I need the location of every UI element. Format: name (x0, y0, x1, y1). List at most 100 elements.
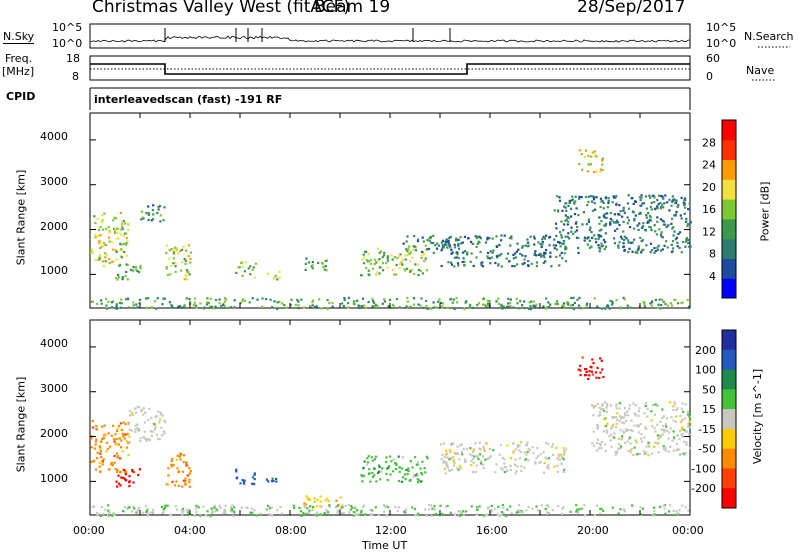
power-cell (218, 298, 221, 301)
velocity-cell (144, 411, 147, 414)
power-cell (587, 200, 590, 203)
power-cell (622, 220, 625, 223)
power-cell (611, 300, 614, 303)
velocity-cell (107, 509, 110, 512)
power-cell (540, 255, 543, 258)
power-cell (188, 298, 191, 301)
velocity-cell (110, 434, 113, 437)
velocity-cell (680, 428, 684, 431)
power-cell (561, 209, 564, 212)
velocity-cell (119, 422, 123, 425)
power-cell (598, 250, 601, 253)
velocity-cell (187, 508, 191, 511)
velocity-cell (361, 475, 364, 478)
velocity-cell (178, 455, 181, 458)
velocity-cell (126, 507, 129, 510)
velocity-cell (186, 509, 189, 512)
power-cell (656, 246, 659, 249)
power-cell (604, 196, 608, 199)
velocity-cell (127, 506, 130, 509)
velocity-cell (230, 508, 233, 511)
xtick-2: 08:00 (275, 524, 307, 537)
velocity-cell (141, 511, 144, 514)
velocity-cell (542, 451, 545, 454)
velocity-cell (516, 509, 519, 512)
power-cell (102, 265, 106, 268)
power-cell (660, 195, 663, 198)
velocity-cell (188, 478, 191, 481)
velocity-cell (340, 512, 343, 515)
velocity-cell (155, 433, 159, 436)
power-cell (661, 248, 664, 251)
power-cell (141, 216, 144, 219)
xtick-6: 00:00 (672, 524, 704, 537)
power-cell (165, 267, 168, 270)
velocity-cell (408, 479, 411, 482)
power-cell (620, 237, 624, 240)
velocity-cell (94, 468, 98, 471)
velocity-cell (165, 483, 168, 486)
power-cell (417, 303, 420, 306)
velocity-cell (131, 470, 134, 473)
power-cell (125, 298, 128, 301)
velocity-cell (113, 513, 116, 516)
velocity-cell (652, 506, 656, 509)
velocity-cell (520, 511, 523, 514)
velocity-cell (636, 453, 639, 456)
velocity-cell (458, 444, 462, 447)
power-cell (100, 245, 103, 248)
power-cell (510, 235, 513, 238)
power-cell (556, 195, 559, 198)
velocity-cell (120, 439, 123, 442)
velocity-cell (161, 414, 164, 417)
power-cell (542, 261, 545, 264)
velocity-cell (619, 447, 622, 450)
power-cell (611, 219, 614, 222)
power-cell (457, 238, 460, 241)
velocity-cell (625, 428, 628, 431)
power-cell (555, 255, 558, 258)
velocity-cell (590, 370, 593, 373)
velocity-cell (242, 480, 245, 483)
power-cell (684, 220, 688, 223)
power-cell (154, 300, 157, 303)
power-cell (603, 216, 606, 219)
power-cell (673, 214, 676, 217)
power-cell (115, 307, 118, 310)
power-cell (102, 219, 105, 222)
velocity-cell (606, 422, 609, 425)
power-cell (224, 296, 227, 300)
power-cell (94, 258, 97, 261)
velocity-cell (249, 511, 252, 514)
velocity-cell (305, 504, 308, 507)
power-cell (220, 304, 223, 308)
velocity-cell (425, 455, 428, 458)
power-cell (126, 263, 129, 266)
power-cell (108, 262, 111, 265)
power-cell (628, 247, 631, 250)
velocity-cell (617, 443, 620, 446)
velocity-cell (632, 402, 635, 405)
power-cell (640, 226, 643, 229)
velocity-cell (685, 443, 688, 446)
velocity-cell (407, 469, 410, 472)
velocity-cell (475, 464, 478, 467)
velocity-cell (444, 472, 447, 475)
power-cell (367, 273, 370, 276)
power-cell (278, 276, 281, 279)
power-cell (421, 272, 425, 275)
power-cell (607, 305, 610, 308)
power-cell (469, 303, 472, 306)
velocity-cell (394, 462, 397, 465)
velocity-cell (366, 461, 369, 464)
power-cell (604, 307, 607, 310)
power-cell (687, 306, 690, 310)
velocity-cell (464, 510, 467, 513)
velocity-cell (668, 431, 671, 434)
velocity-cell (341, 504, 344, 507)
power-cell (408, 245, 411, 248)
power-cell (533, 237, 536, 240)
velocity-cell (669, 445, 672, 448)
power-cell (660, 231, 663, 234)
power-cell (98, 254, 101, 257)
